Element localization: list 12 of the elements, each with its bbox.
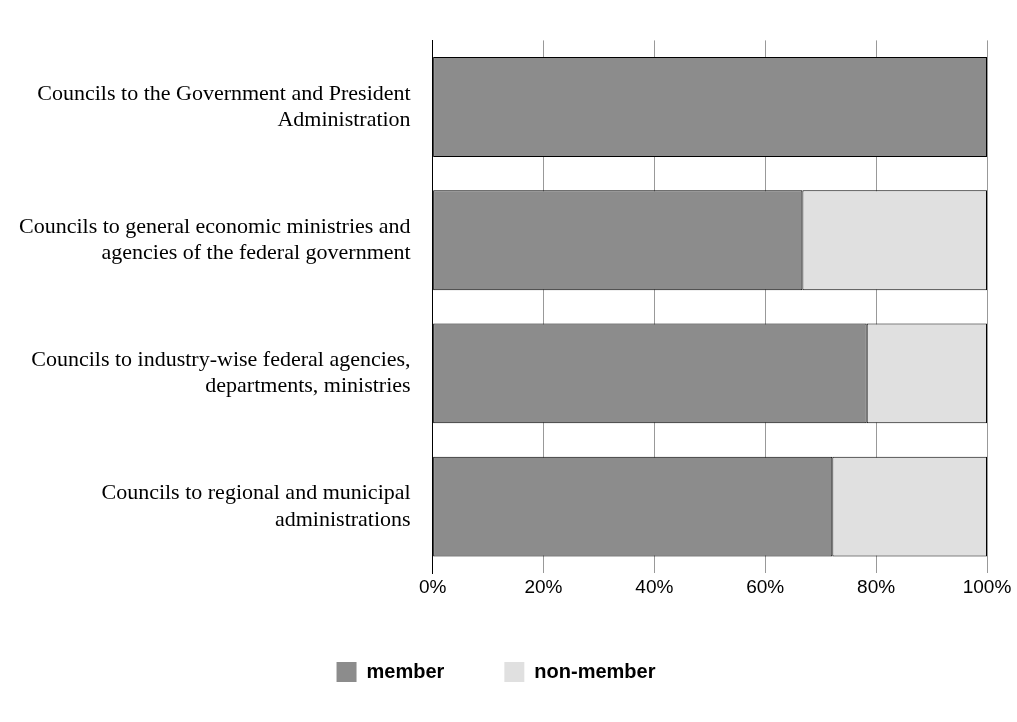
y-tick-label: Councils to general economic ministries and agencies of the federal government xyxy=(18,212,411,265)
x-tick-label: 40% xyxy=(635,575,674,597)
x-tick-label: 60% xyxy=(746,575,785,597)
x-tick-label: 0% xyxy=(418,575,447,597)
y-tick-label: Councils to regional and municipal administrations xyxy=(101,479,411,531)
legend-label: member xyxy=(366,659,445,682)
x-tick-label: 80% xyxy=(857,575,896,597)
y-tick-label: Councils to the Government and President Administration xyxy=(37,79,411,131)
x-tick-label: 100% xyxy=(962,575,1012,597)
x-tick-label: 20% xyxy=(524,575,563,597)
legend-label: non-member xyxy=(534,659,656,682)
y-tick-label: Councils to industry-wise federal agencies, departments, ministries xyxy=(31,345,411,398)
